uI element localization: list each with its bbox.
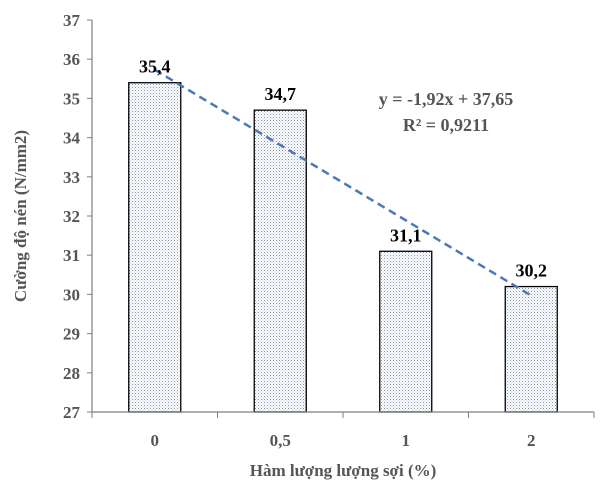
trendline [154,68,532,297]
y-tick-label: 29 [63,325,80,344]
data-labels: 35,4 34,7 31,1 30,2 [139,57,547,281]
trendline-equation: y = -1,92x + 37,65 [379,89,514,109]
bar [379,250,433,413]
y-tick-label: 36 [63,50,80,69]
bars [128,82,558,413]
x-tick-label: 0 [151,431,160,450]
y-tick-label: 30 [63,285,80,304]
y-tick-label: 37 [63,11,81,30]
y-tick-label: 34 [63,129,81,148]
y-tick-label: 33 [63,168,80,187]
data-label: 35,4 [139,57,171,77]
trendline-r-squared: R² = 0,9211 [403,115,489,135]
bar [504,285,558,413]
bar [253,109,307,413]
x-axis-ticks: 0 0,5 1 2 [91,412,595,450]
x-tick-label: 1 [402,431,411,450]
x-tick-label: 2 [527,431,536,450]
y-tick-label: 27 [63,403,81,422]
data-label: 34,7 [265,84,297,104]
y-tick-label: 28 [63,364,80,383]
x-axis-title: Hàm lượng lượng sợi (%) [250,461,437,480]
y-tick-label: 35 [63,89,80,108]
bar [128,82,182,413]
y-axis-title: Cường độ nén (N/mm2) [11,130,30,302]
y-axis-ticks: 27 28 29 30 31 32 33 34 35 36 37 [63,11,92,422]
y-tick-label: 32 [63,207,80,226]
data-label: 30,2 [516,261,548,281]
data-label: 31,1 [390,225,422,245]
x-tick-label: 0,5 [270,431,291,450]
y-tick-label: 31 [63,246,80,265]
